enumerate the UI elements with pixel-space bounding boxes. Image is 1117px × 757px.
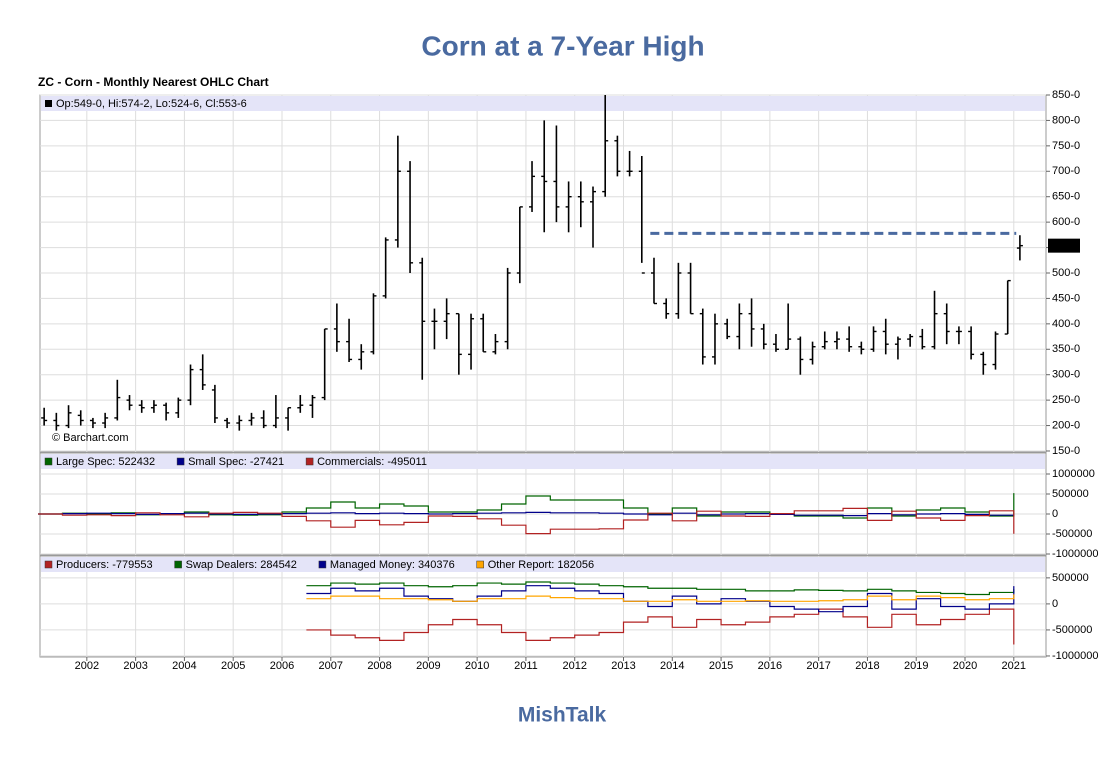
legend-swatch — [44, 457, 53, 466]
y-tick-label: 700-0 — [1052, 165, 1080, 177]
legend-text: Other Report: 182056 — [488, 559, 594, 571]
y-tick-label: 350-0 — [1052, 343, 1080, 355]
legend-text: Op:549-0, Hi:574-2, Lo:524-6, Cl:553-6 — [56, 98, 247, 110]
watermark: © Barchart.com — [52, 432, 129, 444]
legend-swatch — [476, 560, 484, 569]
legend-text: Small Spec: -27421 — [188, 456, 284, 468]
y-tick-label: 650-0 — [1052, 191, 1080, 203]
series-line — [306, 581, 1015, 596]
y-tick-label: 1000000 — [1052, 468, 1095, 480]
page-title: Corn at a 7-Year High — [421, 30, 704, 61]
legend-swatch — [174, 560, 182, 569]
x-tick-label: 2018 — [855, 660, 879, 672]
y-tick-label: 150-0 — [1052, 445, 1080, 457]
series-line — [306, 585, 1015, 613]
legend-swatch — [305, 457, 314, 466]
x-tick-label: 2009 — [416, 660, 440, 672]
x-tick-label: 2004 — [172, 660, 196, 672]
y-tick-label: 800-0 — [1052, 114, 1080, 126]
legend-swatch — [176, 457, 185, 466]
y-tick-label: -1000000 — [1052, 650, 1099, 662]
x-tick-label: 2008 — [367, 660, 391, 672]
x-tick-label: 2014 — [660, 660, 684, 672]
y-tick-label: -500000 — [1052, 624, 1092, 636]
y-tick-label: 850-0 — [1052, 89, 1080, 101]
footer: MishTalk — [518, 704, 607, 727]
x-tick-label: 2007 — [319, 660, 343, 672]
y-tick-label: 250-0 — [1052, 394, 1080, 406]
y-tick-label: 300-0 — [1052, 369, 1080, 381]
legend-band — [41, 454, 1045, 469]
x-tick-label: 2011 — [514, 660, 538, 672]
legend-band — [41, 557, 1045, 572]
legend-band — [41, 96, 1045, 111]
last-price-label: 553-6 — [1050, 240, 1078, 252]
x-tick-label: 2003 — [123, 660, 147, 672]
legend-swatch — [44, 560, 53, 569]
y-tick-label: 0 — [1052, 508, 1058, 520]
x-tick-label: 2013 — [611, 660, 635, 672]
legend-swatch — [45, 100, 52, 107]
y-tick-label: 400-0 — [1052, 318, 1080, 330]
y-tick-label: -500000 — [1052, 528, 1092, 540]
y-tick-label: 500000 — [1052, 488, 1089, 500]
x-tick-label: 2017 — [806, 660, 830, 672]
legend-text: Swap Dealers: 284542 — [186, 559, 297, 571]
legend-text: Commercials: -495011 — [317, 456, 427, 468]
legend-text: Large Spec: 522432 — [56, 456, 155, 468]
y-tick-label: 0 — [1052, 598, 1058, 610]
x-tick-label: 2005 — [221, 660, 245, 672]
x-tick-label: 2016 — [758, 660, 782, 672]
x-tick-label: 2010 — [465, 660, 489, 672]
last-price-box — [1048, 238, 1080, 253]
x-tick-label: 2006 — [270, 660, 294, 672]
x-tick-label: 2012 — [562, 660, 586, 672]
legend-text: Managed Money: 340376 — [330, 559, 455, 571]
series-line — [306, 608, 1015, 645]
panel — [39, 94, 1047, 453]
y-tick-label: 500-0 — [1052, 267, 1080, 279]
y-tick-label: 200-0 — [1052, 419, 1080, 431]
x-tick-label: 2019 — [904, 660, 928, 672]
y-tick-label: -1000000 — [1052, 548, 1099, 560]
y-tick-label: 450-0 — [1052, 292, 1080, 304]
x-tick-label: 2020 — [953, 660, 977, 672]
x-tick-label: 2021 — [1002, 660, 1026, 672]
legend-text: Producers: -779553 — [56, 559, 153, 571]
y-tick-label: 750-0 — [1052, 140, 1080, 152]
panel — [39, 452, 1047, 556]
series-line — [306, 594, 1015, 602]
y-tick-label: 600-0 — [1052, 216, 1080, 228]
x-tick-label: 2002 — [75, 660, 99, 672]
y-tick-label: 500000 — [1052, 572, 1089, 584]
x-tick-label: 2015 — [709, 660, 733, 672]
legend-swatch — [318, 560, 327, 569]
series-line — [38, 507, 1015, 535]
chart-title: ZC - Corn - Monthly Nearest OHLC Chart — [38, 75, 269, 89]
